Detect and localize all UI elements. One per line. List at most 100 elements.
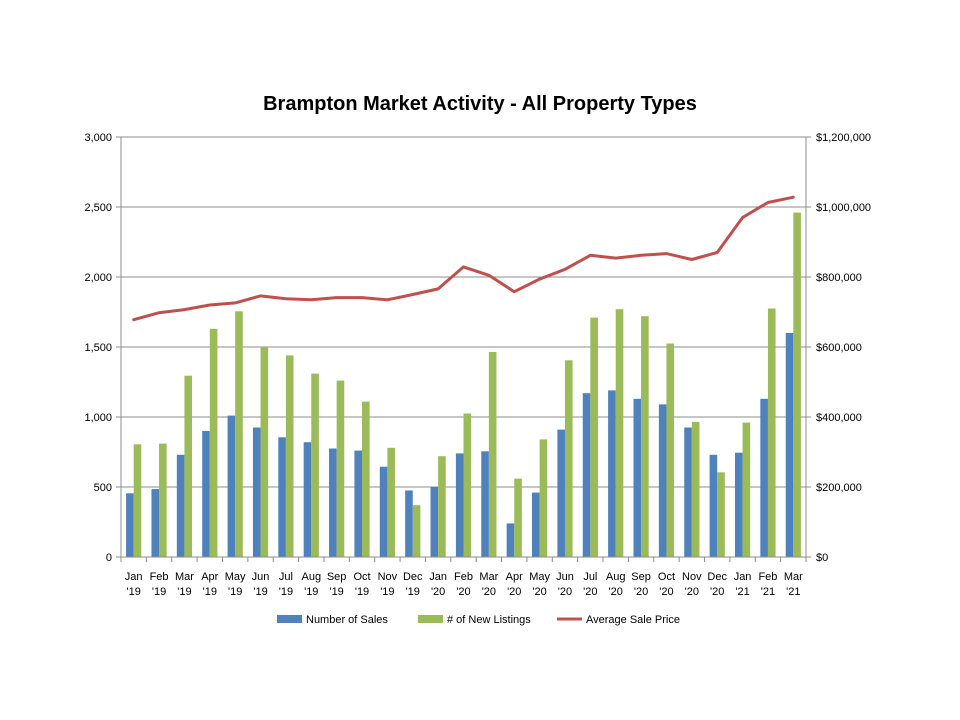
right-axis-ticks: $0 $200,000 $400,000 $600,000 $800,000 $1,000… <box>806 132 871 564</box>
left-tick-label: 2,500 <box>84 202 112 214</box>
bar-number-of-sales <box>633 398 642 557</box>
bar-new-listings <box>412 505 421 557</box>
left-axis-ticks: 0 500 1,000 1,500 2,000 2,500 3,000 <box>84 132 121 564</box>
x-tick-label: Nov '19 <box>378 571 398 598</box>
bar-new-listings <box>564 360 573 557</box>
legend-label: Average Sale Price <box>586 614 680 626</box>
x-tick-label: Dec '20 <box>707 571 727 598</box>
bar-number-of-sales <box>252 427 261 557</box>
bar-number-of-sales <box>405 490 413 557</box>
bar-new-listings <box>159 443 167 557</box>
bar-new-listings <box>362 401 370 557</box>
bar-new-listings <box>767 308 776 557</box>
bar-new-listings <box>793 212 801 557</box>
legend-label: # of New Listings <box>447 614 531 626</box>
x-tick-label: Jan '20 <box>429 571 447 598</box>
left-tick-label: 3,000 <box>84 132 112 144</box>
x-tick-label: Jun '20 <box>556 571 574 598</box>
x-tick-label: Jul '19 <box>279 571 293 598</box>
bar-number-of-sales <box>760 398 768 557</box>
left-tick-label: 0 <box>106 552 112 564</box>
bar-number-of-sales <box>684 427 692 557</box>
bar-new-listings <box>260 347 269 557</box>
x-tick-label: Feb '20 <box>454 571 473 598</box>
bar-new-listings <box>209 328 218 557</box>
left-tick-label: 500 <box>94 482 112 494</box>
bar-new-listings <box>717 472 725 557</box>
x-tick-label: Apr '19 <box>201 571 218 598</box>
x-tick-label: Mar '20 <box>479 571 498 598</box>
x-tick-label: Jun '19 <box>252 571 270 598</box>
left-tick-label: 2,000 <box>84 272 112 284</box>
bar-number-of-sales <box>126 493 134 557</box>
bar-number-of-sales <box>354 450 363 557</box>
x-tick-label: Dec '19 <box>403 571 423 598</box>
x-tick-label: Feb '21 <box>758 571 777 598</box>
bar-number-of-sales <box>557 429 565 557</box>
x-tick-label: Oct '19 <box>353 571 370 598</box>
bar-new-listings <box>488 351 497 557</box>
bar-new-listings <box>387 447 395 557</box>
bar-number-of-sales <box>455 453 464 557</box>
bar-number-of-sales <box>303 442 312 557</box>
bar-number-of-sales <box>582 393 591 557</box>
x-tick-label: Sep '19 <box>327 571 347 598</box>
bar-number-of-sales <box>278 437 286 557</box>
chart-title: Brampton Market Activity - All Property … <box>263 93 697 115</box>
bar-number-of-sales <box>532 492 540 557</box>
bar-number-of-sales <box>227 415 236 557</box>
bar-number-of-sales <box>709 454 718 557</box>
bar-number-of-sales <box>506 523 515 557</box>
bar-new-listings <box>691 421 700 557</box>
x-axis-ticks: Jan '19 Feb '19 Mar '19 Apr '19 May '19 Jun '19 Jul '… <box>120 557 807 598</box>
x-tick-label: Mar '19 <box>175 571 194 598</box>
bar-new-listings <box>742 422 751 557</box>
bar-number-of-sales <box>658 404 667 557</box>
bar-new-listings <box>285 355 294 557</box>
bar-new-listings <box>235 311 243 557</box>
bar-new-listings <box>463 413 472 557</box>
left-tick-label: 1,000 <box>84 412 112 424</box>
right-tick-label: $600,000 <box>816 342 862 354</box>
x-tick-label: Jan '21 <box>734 571 752 598</box>
line-average-sale-price <box>132 195 795 322</box>
bar-new-listings <box>133 444 142 557</box>
bar-new-listings <box>438 456 446 557</box>
right-tick-label: $800,000 <box>816 272 862 284</box>
right-tick-label: $200,000 <box>816 482 862 494</box>
right-tick-label: $0 <box>816 552 828 564</box>
bar-new-listings <box>641 316 649 557</box>
bar-number-of-sales <box>785 333 794 557</box>
x-tick-label: Aug '20 <box>606 571 626 598</box>
bar-new-listings <box>184 375 193 557</box>
x-tick-label: Mar '21 <box>784 571 803 598</box>
x-tick-label: May '19 <box>225 571 246 598</box>
bar-number-of-sales <box>202 431 210 557</box>
x-tick-label: Aug '19 <box>301 571 321 598</box>
bar-number-of-sales <box>176 454 185 557</box>
x-tick-label: Jul '20 <box>583 571 597 598</box>
bar-new-listings <box>590 317 598 557</box>
x-tick-label: Apr '20 <box>506 571 523 598</box>
price-line <box>132 195 795 322</box>
bar-new-listings <box>336 380 345 557</box>
legend: Number of Sales # of New Listings Average … <box>277 614 680 626</box>
left-tick-label: 1,500 <box>84 342 112 354</box>
x-tick-label: Jan '19 <box>125 571 143 598</box>
x-tick-label: Nov '20 <box>682 571 702 598</box>
right-tick-label: $400,000 <box>816 412 862 424</box>
x-tick-label: Feb '19 <box>150 571 169 598</box>
right-tick-label: $1,000,000 <box>816 202 871 214</box>
legend-swatch <box>277 615 302 623</box>
x-tick-label: May '20 <box>529 571 550 598</box>
x-tick-label: Sep '20 <box>631 571 651 598</box>
bars <box>126 212 801 557</box>
x-tick-label: Oct '20 <box>658 571 675 598</box>
right-tick-label: $1,200,000 <box>816 132 871 144</box>
legend-label: Number of Sales <box>306 614 388 626</box>
bar-new-listings <box>539 439 548 557</box>
bar-new-listings <box>514 478 522 557</box>
bar-new-listings <box>666 343 675 557</box>
bar-number-of-sales <box>734 452 743 557</box>
bar-number-of-sales <box>379 466 388 557</box>
